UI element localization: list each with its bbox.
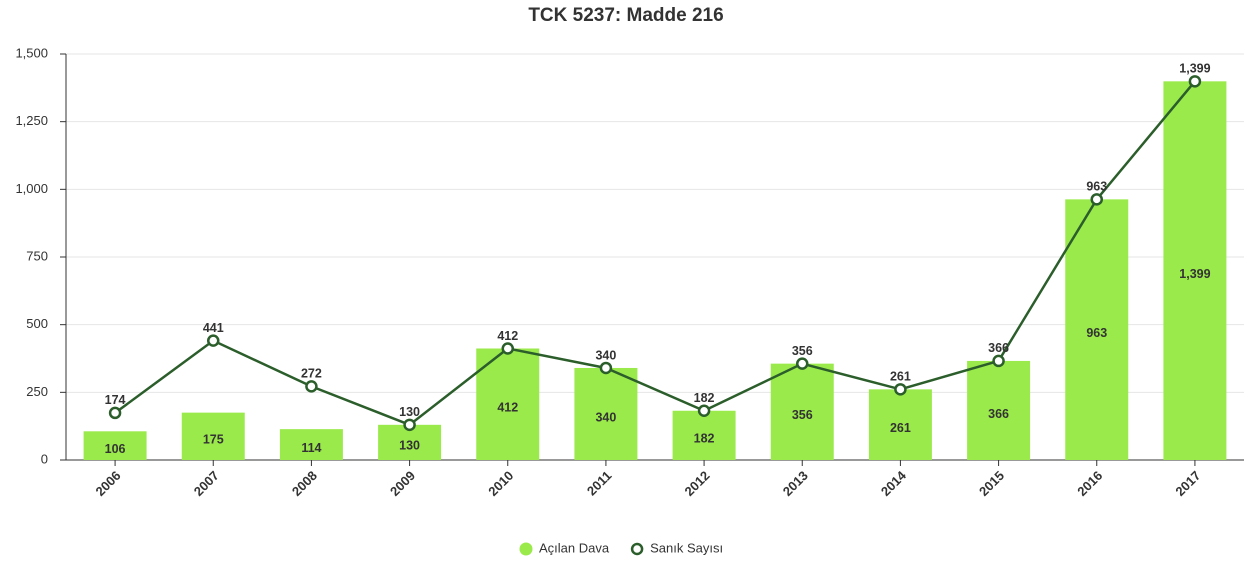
- bar: [279, 429, 343, 460]
- bar: [1163, 81, 1227, 460]
- y-tick-label: 250: [26, 384, 48, 399]
- line-point: [305, 380, 318, 393]
- bar-value-label: 182: [694, 432, 715, 446]
- legend-label: Sanık Sayısı: [650, 540, 723, 555]
- x-tick-label: 2014: [878, 467, 910, 499]
- line-value-label: 261: [890, 370, 911, 384]
- line-value-label: 1,399: [1179, 62, 1210, 76]
- line-value-label: 340: [595, 348, 616, 362]
- x-tick-label: 2006: [93, 468, 124, 499]
- line-point: [894, 383, 907, 396]
- line-point: [1188, 75, 1202, 88]
- line-value-label: 441: [203, 321, 224, 335]
- line-value-label: 366: [988, 341, 1009, 355]
- bar-value-label: 356: [792, 408, 813, 422]
- bar-value-label: 130: [399, 439, 420, 453]
- bar-value-label: 340: [595, 410, 616, 424]
- x-tick-label: 2016: [1074, 468, 1105, 499]
- bar: [181, 412, 245, 460]
- bar-value-label: 963: [1086, 326, 1107, 340]
- legend-label: Açılan Dava: [539, 540, 610, 555]
- x-tick-label: 2017: [1172, 468, 1203, 499]
- line-point: [108, 406, 122, 420]
- bar: [770, 363, 834, 460]
- line-point: [599, 361, 613, 375]
- line-value-label: 412: [497, 329, 518, 343]
- line-value-label: 174: [105, 393, 126, 407]
- y-tick-label: 0: [41, 451, 48, 466]
- line-point: [403, 418, 416, 432]
- line-point: [1090, 193, 1103, 206]
- y-tick-label: 1,000: [15, 181, 48, 196]
- bar: [868, 389, 932, 460]
- y-tick-label: 1,500: [15, 45, 48, 60]
- y-tick-label: 500: [26, 316, 48, 331]
- bar: [83, 431, 147, 460]
- bar-value-label: 412: [497, 401, 518, 415]
- bar: [1065, 199, 1129, 460]
- x-tick-label: 2009: [387, 468, 418, 499]
- x-tick-label: 2012: [682, 468, 713, 499]
- bar-value-label: 366: [988, 407, 1009, 421]
- line-point: [697, 404, 711, 417]
- x-tick-label: 2011: [584, 468, 615, 499]
- bar: [672, 410, 736, 460]
- line-value-label: 356: [792, 344, 813, 358]
- legend-marker: [519, 542, 533, 556]
- line-value-label: 182: [694, 391, 715, 405]
- y-tick-label: 1,250: [15, 113, 48, 128]
- x-tick-label: 2013: [780, 468, 811, 499]
- line-point: [796, 357, 809, 370]
- chart-title: TCK 5237: Madde 216: [528, 5, 723, 26]
- x-tick-label: 2008: [289, 468, 320, 499]
- bar-value-label: 175: [203, 433, 224, 447]
- legend-marker: [630, 542, 644, 556]
- line-point: [992, 354, 1005, 368]
- bar: [476, 348, 540, 460]
- line-value-label: 272: [301, 367, 322, 381]
- line: [114, 80, 1196, 427]
- bar-value-label: 114: [301, 441, 321, 455]
- line-point: [207, 334, 220, 347]
- bar-value-label: 261: [890, 421, 911, 435]
- x-tick-label: 2007: [191, 468, 222, 499]
- x-tick-label: 2010: [485, 468, 516, 499]
- bar-value-label: 1,399: [1179, 267, 1210, 281]
- x-tick-label: 2015: [976, 468, 1007, 499]
- bar: [574, 367, 638, 460]
- y-tick-label: 750: [26, 248, 48, 263]
- bar-value-label: 106: [105, 442, 126, 456]
- bar: [967, 360, 1031, 460]
- line-point: [501, 342, 514, 355]
- line-value-label: 963: [1086, 180, 1107, 194]
- line-value-label: 130: [399, 405, 420, 419]
